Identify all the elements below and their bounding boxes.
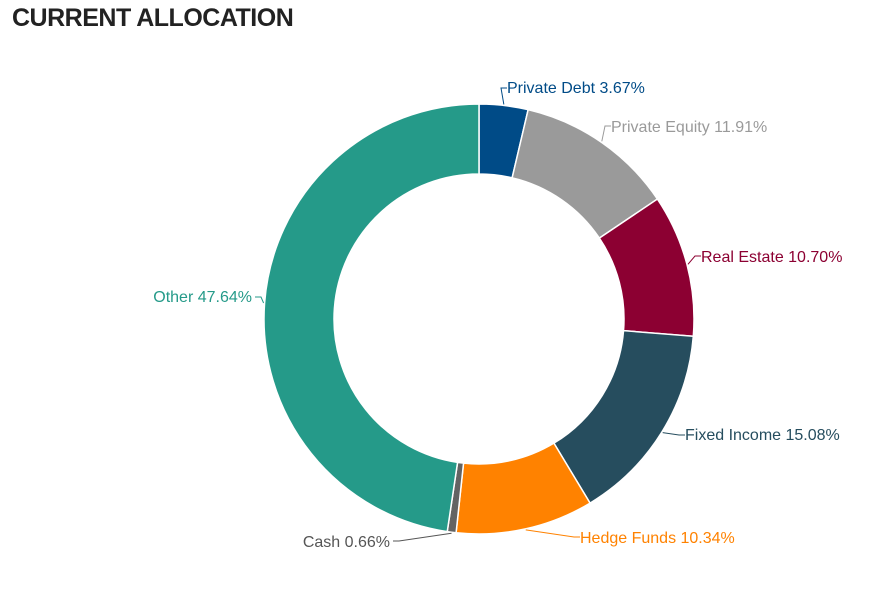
label-leader-lines: [255, 87, 701, 542]
label-real-estate: Real Estate 10.70%: [701, 249, 842, 266]
slice-labels: Private Debt 3.67% Private Equity 11.91% R…: [153, 80, 842, 551]
label-private-debt: Private Debt 3.67%: [507, 80, 645, 97]
leader-line-real-estate: [687, 255, 701, 265]
label-private-equity: Private Equity 11.91%: [611, 119, 767, 136]
label-cash: Cash 0.66%: [303, 534, 390, 551]
leader-line-fixed-income: [662, 432, 685, 436]
leader-line-private-debt: [500, 87, 507, 105]
leader-line-other: [255, 296, 265, 304]
donut-slices: [263, 103, 695, 535]
chart-title: CURRENT ALLOCATION: [12, 4, 294, 32]
slice-other[interactable]: [263, 103, 480, 533]
leader-line-private-equity: [601, 125, 611, 142]
label-other: Other 47.64%: [153, 289, 252, 306]
leader-line-cash: [393, 532, 452, 542]
label-fixed-income: Fixed Income 15.08%: [685, 427, 840, 444]
label-hedge-funds: Hedge Funds 10.34%: [580, 530, 735, 547]
leader-line-hedge-funds: [525, 529, 580, 538]
